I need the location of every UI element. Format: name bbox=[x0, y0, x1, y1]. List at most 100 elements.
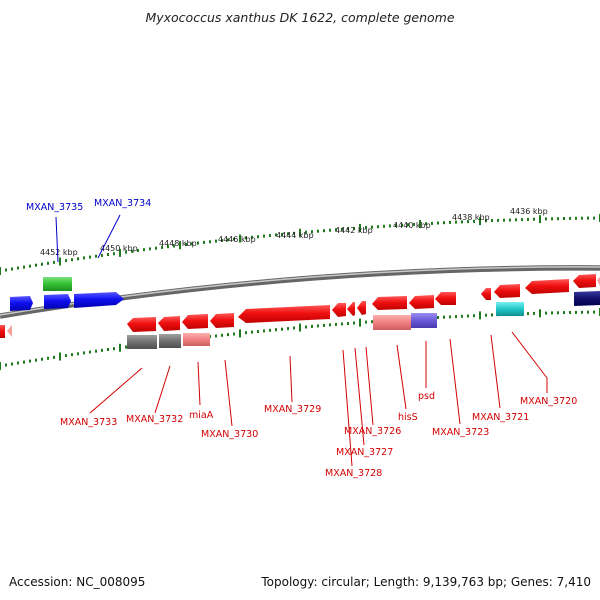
scale-tick bbox=[89, 255, 91, 259]
gene-arrow-reverse[interactable] bbox=[127, 317, 156, 332]
scale-tick bbox=[539, 215, 541, 224]
gene-arrow-reverse[interactable] bbox=[347, 302, 355, 316]
gene-label[interactable]: MXAN_3727 bbox=[336, 447, 393, 458]
track-tick bbox=[449, 315, 451, 319]
gene-label[interactable]: psd bbox=[418, 391, 435, 402]
gene-arrow-reverse[interactable] bbox=[0, 325, 5, 338]
scale-tick bbox=[551, 217, 553, 221]
scale-tick bbox=[533, 217, 535, 221]
gene-arrow-reverse[interactable] bbox=[7, 325, 12, 337]
track-tick bbox=[371, 320, 373, 324]
gene-label[interactable]: MXAN_3734 bbox=[94, 198, 151, 209]
track-tick bbox=[221, 333, 223, 337]
scale-labels: 4452 kbp 4450 kbp 4448 kbp 4446 kbp 4444… bbox=[40, 207, 548, 257]
gene-arrow-reverse[interactable] bbox=[525, 279, 569, 294]
track-tick bbox=[461, 314, 463, 318]
scale-label: 4450 kbp bbox=[100, 244, 138, 253]
scale-tick bbox=[311, 230, 313, 234]
scale-label: 4442 kbp bbox=[335, 226, 373, 235]
scale-tick bbox=[419, 220, 421, 228]
scale-tick bbox=[83, 256, 85, 260]
feature-gray[interactable] bbox=[127, 335, 157, 349]
gene-arrow-forward[interactable] bbox=[10, 296, 33, 311]
gene-arrow-reverse[interactable] bbox=[210, 313, 234, 328]
track-tick bbox=[47, 356, 49, 360]
scale-tick bbox=[101, 253, 103, 257]
gene-arrow-forward[interactable] bbox=[44, 294, 71, 309]
gene-arrow-reverse[interactable] bbox=[357, 301, 366, 315]
gene-label[interactable]: MXAN_3728 bbox=[325, 468, 382, 479]
scale-tick bbox=[455, 220, 457, 224]
gene-label[interactable]: MXAN_3732 bbox=[126, 414, 183, 425]
scale-tick bbox=[587, 216, 589, 220]
scale-tick bbox=[383, 224, 385, 228]
accession-label: Accession: NC_008095 bbox=[9, 575, 145, 589]
track-tick bbox=[473, 314, 475, 318]
gene-label[interactable]: MXAN_3729 bbox=[264, 404, 321, 415]
callout-line bbox=[354, 347, 365, 446]
track-tick bbox=[83, 351, 85, 355]
scale-tick bbox=[305, 230, 307, 234]
gene-arrow-reverse[interactable] bbox=[158, 316, 180, 331]
scale-tick bbox=[5, 268, 7, 272]
scale-tick bbox=[269, 234, 271, 237]
scale-tick bbox=[317, 229, 319, 233]
gene-arrow-reverse[interactable] bbox=[435, 292, 456, 305]
feature-pink[interactable] bbox=[183, 333, 210, 346]
gene-arrow-forward[interactable] bbox=[74, 292, 124, 308]
gene-labels: MXAN_3735 MXAN_3734 MXAN_3733 MXAN_3732 … bbox=[26, 198, 577, 479]
gene-label[interactable]: MXAN_3723 bbox=[432, 427, 489, 438]
gene-label[interactable]: MXAN_3730 bbox=[201, 429, 258, 440]
gene-arrow-reverse[interactable] bbox=[372, 296, 407, 310]
track-tick bbox=[557, 311, 559, 315]
scale-tick bbox=[563, 217, 565, 220]
track-tick bbox=[227, 333, 229, 337]
gene-label[interactable]: MXAN_3735 bbox=[26, 202, 83, 213]
gene-label[interactable]: MXAN_3733 bbox=[60, 417, 117, 428]
track-tick bbox=[5, 363, 7, 367]
scale-tick bbox=[125, 250, 127, 254]
scale-tick bbox=[107, 253, 109, 256]
gene-label[interactable]: miaA bbox=[189, 410, 214, 421]
scale-tick bbox=[365, 226, 367, 229]
track-tick bbox=[335, 322, 337, 326]
gene-label[interactable]: hisS bbox=[398, 412, 418, 423]
track-tick bbox=[581, 310, 583, 314]
gene-arrow-reverse[interactable] bbox=[182, 314, 208, 329]
scale-tick bbox=[167, 245, 169, 249]
track-tick bbox=[239, 329, 241, 338]
scale-tick bbox=[41, 262, 43, 266]
track-tick bbox=[101, 348, 103, 352]
scale-tick bbox=[65, 259, 67, 263]
track-tick bbox=[587, 310, 589, 314]
gene-arrow-reverse[interactable] bbox=[597, 277, 600, 286]
scale-tick bbox=[467, 220, 469, 224]
track-tick bbox=[41, 357, 43, 361]
gene-arrow-reverse[interactable] bbox=[494, 284, 520, 298]
track-tick bbox=[311, 324, 313, 328]
track-tick bbox=[263, 329, 265, 333]
scale-tick bbox=[569, 216, 571, 220]
scale-label: 4438 kbp bbox=[452, 213, 490, 222]
scale-tick bbox=[545, 217, 547, 221]
gene-arrow-reverse[interactable] bbox=[332, 303, 346, 317]
track-tick bbox=[125, 345, 127, 349]
gene-label[interactable]: MXAN_3721 bbox=[472, 412, 529, 423]
feature-pink[interactable] bbox=[373, 315, 411, 330]
gene-arrow-reverse[interactable] bbox=[238, 305, 330, 323]
gene-arrow-forward-right[interactable] bbox=[574, 291, 600, 306]
feature-gray[interactable] bbox=[159, 334, 181, 348]
track-tick bbox=[323, 323, 325, 327]
feature-green[interactable] bbox=[43, 277, 72, 291]
callout-line bbox=[224, 359, 233, 427]
feature-violet[interactable] bbox=[411, 313, 437, 328]
gene-arrow-reverse[interactable] bbox=[573, 274, 596, 288]
gene-arrow-reverse[interactable] bbox=[481, 288, 491, 300]
gene-arrow-reverse[interactable] bbox=[409, 295, 434, 309]
gene-label[interactable]: MXAN_3726 bbox=[344, 426, 401, 437]
track-tick bbox=[269, 328, 271, 332]
gene-label[interactable]: MXAN_3720 bbox=[520, 396, 577, 407]
feature-cyan[interactable] bbox=[496, 302, 524, 316]
track-tick bbox=[11, 362, 13, 366]
callout-line bbox=[154, 365, 171, 414]
